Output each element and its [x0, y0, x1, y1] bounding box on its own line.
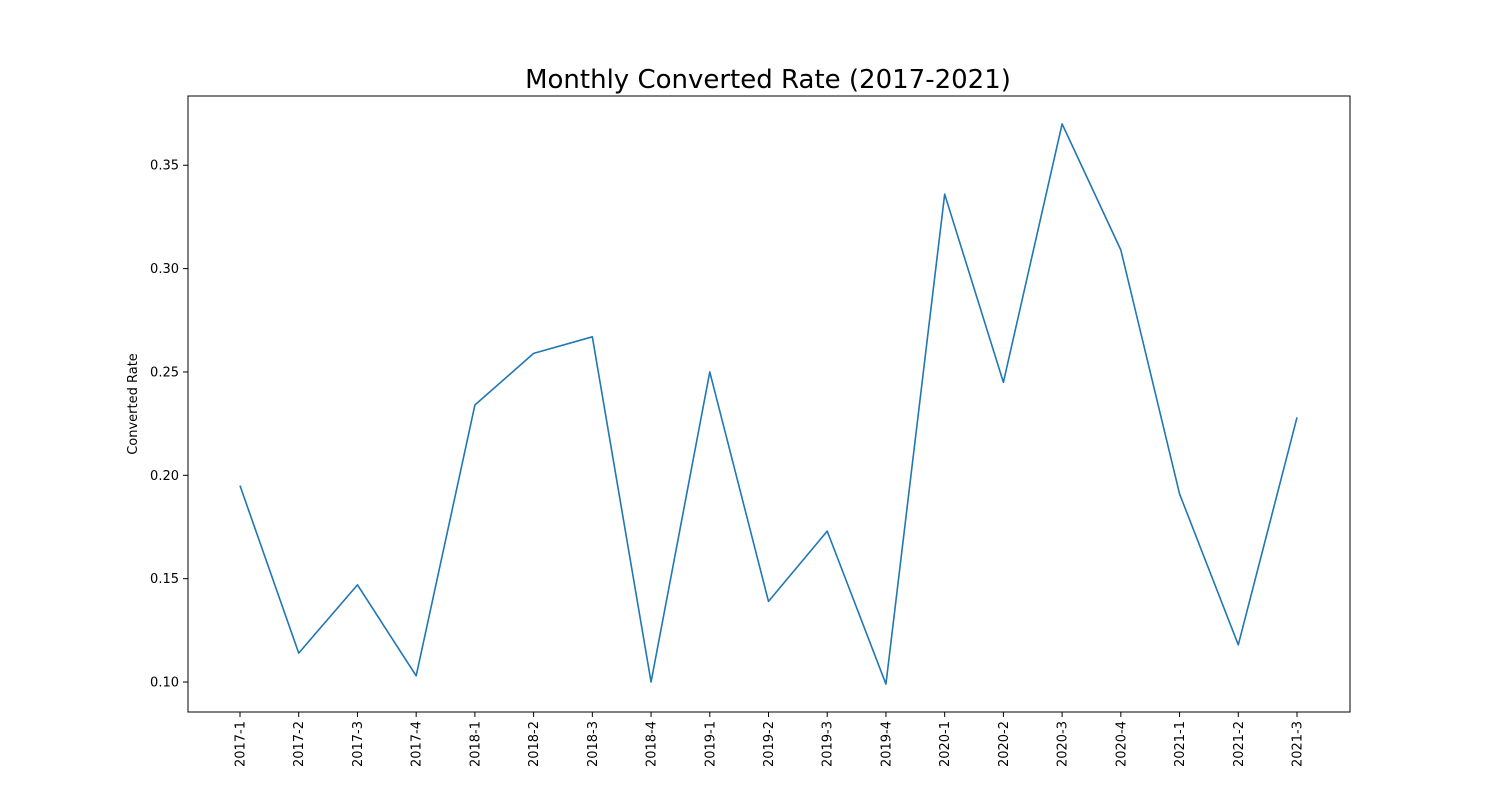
x-tick-label: 2018-1	[468, 721, 483, 767]
y-tick-label: 0.30	[150, 262, 179, 277]
y-tick-label: 0.15	[150, 572, 179, 587]
plot-area-frame	[187, 95, 1351, 713]
x-tick-label: 2019-3	[821, 721, 836, 767]
y-axis-ticks: 0.10 0.15 0.20 0.25 0.30 0.35	[150, 159, 188, 691]
x-tick-label: 2018-4	[645, 721, 660, 767]
x-tick-label: 2019-2	[762, 721, 777, 767]
x-tick-label: 2018-2	[527, 721, 542, 767]
x-tick-label: 2017-3	[351, 721, 366, 767]
x-tick-label: 2019-1	[703, 721, 718, 767]
x-tick-label: 2019-4	[879, 721, 894, 767]
x-tick-label: 2020-4	[1114, 721, 1129, 767]
series-layer	[239, 123, 1298, 685]
y-tick-label: 0.20	[150, 469, 179, 484]
x-tick-label: 2018-3	[586, 721, 601, 767]
y-tick-label: 0.25	[150, 365, 179, 380]
y-axis-label: Converted Rate	[126, 353, 141, 455]
y-tick-label: 0.35	[150, 159, 179, 174]
series-line	[239, 123, 1298, 685]
x-tick-label: 2017-2	[292, 721, 307, 767]
y-tick-label: 0.10	[150, 676, 179, 691]
x-tick-label: 2020-3	[1056, 721, 1071, 767]
x-tick-label: 2021-1	[1173, 721, 1188, 767]
x-tick-label: 2021-2	[1232, 721, 1247, 767]
x-tick-label: 2020-2	[997, 721, 1012, 767]
x-tick-label: 2021-3	[1291, 721, 1306, 767]
x-tick-label: 2020-1	[938, 721, 953, 767]
x-tick-label: 2017-4	[410, 721, 425, 767]
x-axis-ticks: 2017-1 2017-2 2017-3 2017-4 2018-1 2018-2 2018…	[234, 712, 1306, 767]
x-tick-label: 2017-1	[234, 721, 249, 767]
chart-title: Monthly Converted Rate (2017-2021)	[525, 65, 1011, 95]
